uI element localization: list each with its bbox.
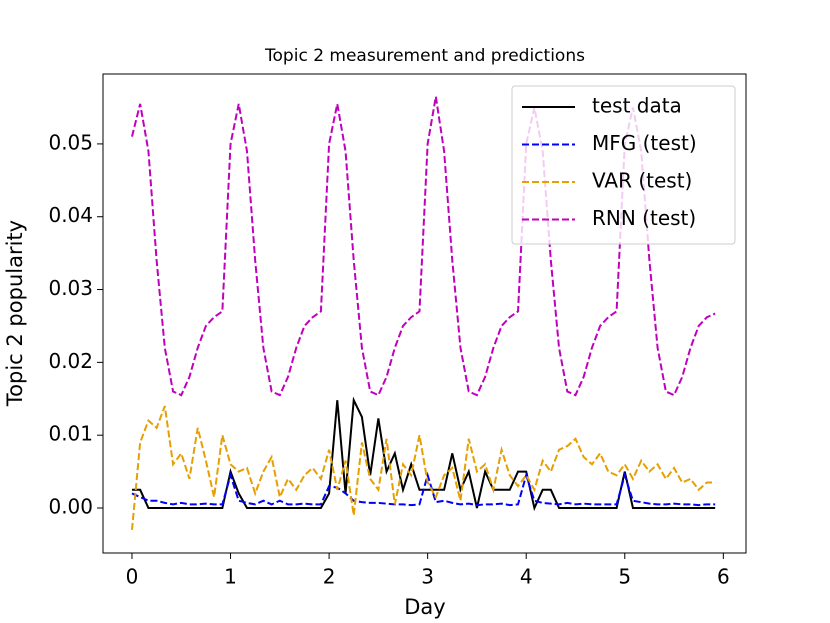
y-tick-label: 0.00 xyxy=(48,494,93,518)
legend: test data MFG (test) VAR (test) RNN (test) xyxy=(511,85,736,245)
legend-label: RNN (test) xyxy=(592,206,696,230)
x-tick-label: 2 xyxy=(323,565,336,589)
y-tick-label: 0.03 xyxy=(48,276,93,300)
x-tick-label: 4 xyxy=(520,565,533,589)
series-line xyxy=(130,405,716,530)
x-tick-label: 0 xyxy=(126,565,139,589)
legend-label: test data xyxy=(592,94,682,118)
legend-label: VAR (test) xyxy=(592,169,692,193)
chart-title: Topic 2 measurement and predictions xyxy=(264,46,585,66)
x-axis-label: Day xyxy=(404,595,445,619)
x-tick-label: 1 xyxy=(224,565,237,589)
legend-box xyxy=(511,85,736,245)
plot-frame xyxy=(102,73,747,554)
x-tick-label: 6 xyxy=(717,565,730,589)
y-tick-label: 0.05 xyxy=(48,130,93,154)
x-tick-label: 3 xyxy=(421,565,434,589)
legend-label: MFG (test) xyxy=(592,131,697,155)
y-axis-label: Topic 2 popularity xyxy=(3,220,27,407)
series-line xyxy=(131,96,716,397)
y-tick-label: 0.04 xyxy=(48,203,93,227)
y-tick-label: 0.01 xyxy=(48,422,93,446)
x-tick-label: 5 xyxy=(618,565,631,589)
y-tick-label: 0.02 xyxy=(48,349,93,373)
series-line xyxy=(131,471,716,507)
